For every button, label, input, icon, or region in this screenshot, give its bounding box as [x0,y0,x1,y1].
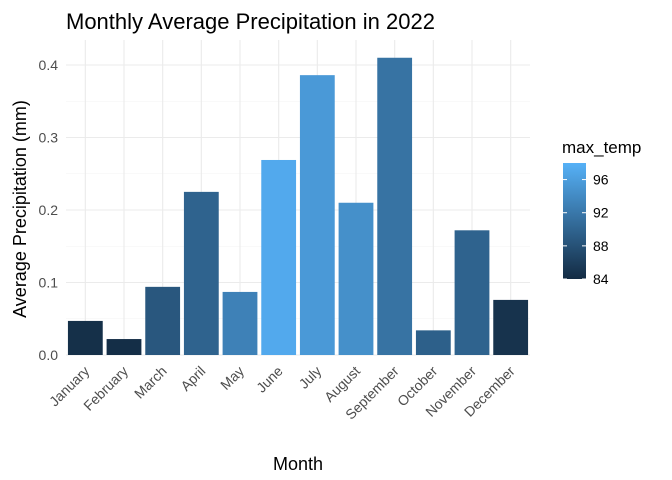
x-tick-label: July [296,363,325,392]
bar-february [106,339,142,355]
y-tick-label: 0.2 [39,202,59,218]
y-tick-label: 0.3 [39,130,59,146]
bar-april [183,191,219,355]
y-tick-label: 0.0 [39,347,59,363]
legend-tick-label: 92 [593,205,609,221]
legend-colorbar [563,163,586,279]
bar-january [67,320,103,355]
bar-december [493,299,529,355]
bar-august [338,202,374,355]
y-tick-label: 0.4 [39,57,59,73]
x-tick-label: March [131,363,170,402]
x-tick-label: April [177,363,208,394]
chart-title: Monthly Average Precipitation in 2022 [66,9,435,34]
x-tick-label: June [253,363,286,396]
y-tick-label: 0.1 [39,275,59,291]
bar-march [145,286,181,355]
bar-july [299,75,335,356]
bar-october [415,330,451,355]
legend-title: max_temp [562,138,641,157]
bar-september [377,57,413,355]
legend: max_temp 84 88 92 96 [562,138,641,287]
bar-may [222,291,258,355]
legend-tick-label: 96 [593,172,609,188]
y-axis-ticks: 0.0 0.1 0.2 0.3 0.4 [39,57,59,363]
bar-november [454,230,490,355]
legend-ticks: 84 88 92 96 [563,172,609,287]
y-axis-title: Average Precipitation (mm) [10,100,30,318]
x-axis-title: Month [273,454,323,474]
x-tick-label: May [217,363,247,393]
legend-tick-label: 88 [593,238,609,254]
bar-june [261,159,297,355]
bar-group [67,57,529,356]
legend-tick-label: 84 [593,271,609,287]
